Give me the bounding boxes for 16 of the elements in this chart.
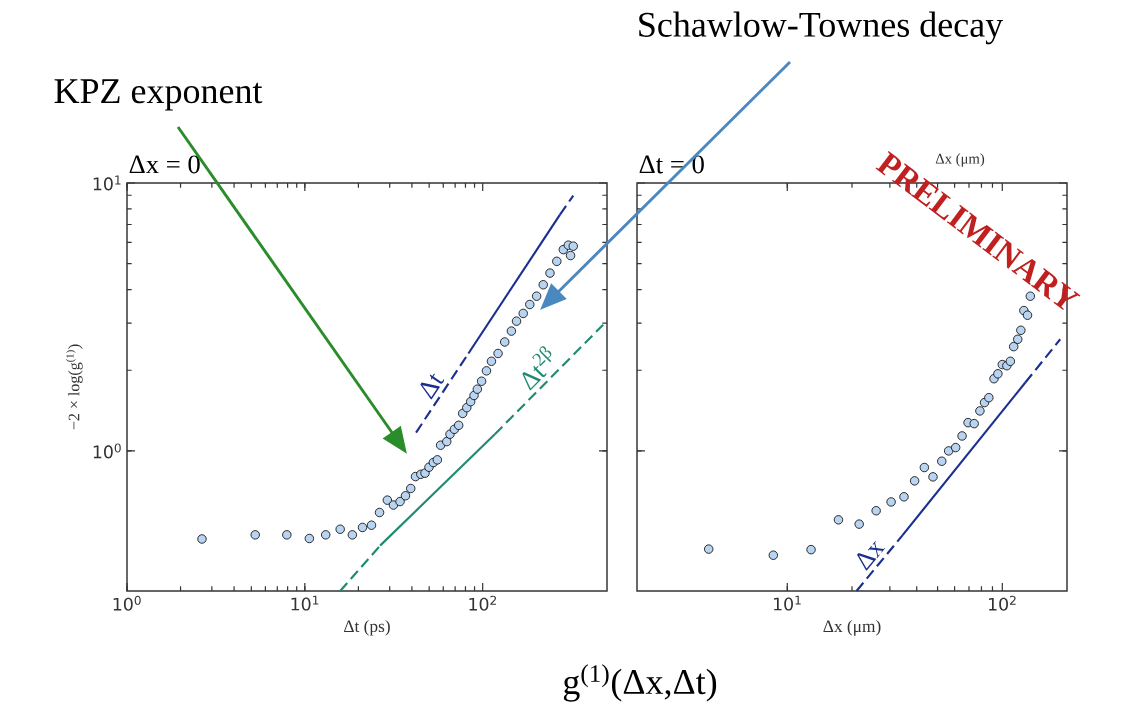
text: Δt	[420, 373, 445, 400]
x-tick-label: 10$^{0}$	[113, 595, 141, 611]
x-tick-label: 10$^{1}$	[773, 595, 801, 611]
x-axis-title: Δt (ps)	[344, 619, 390, 636]
x-tick-label: 10$^{2}$	[988, 595, 1016, 611]
text: KPZ exponent	[54, 79, 263, 111]
y-axis-title: −2 × log(g$^{(1)}$)	[66, 344, 83, 430]
text: Δt$^{2β}$	[522, 346, 552, 391]
text: Schawlow-Townes decay	[639, 11, 1004, 45]
x-tick-label: 10$^{1}$	[291, 595, 319, 611]
text: Δx	[857, 540, 886, 571]
chart-title: Δt = 0	[639, 155, 704, 174]
chart-title: Δx = 0	[129, 155, 200, 174]
x-tick-label: 10$^{2}$	[469, 595, 497, 611]
x-axis-title: Δx (μm)	[823, 619, 881, 636]
text: g$^{(1)}$(Δx,Δt)	[563, 664, 717, 702]
